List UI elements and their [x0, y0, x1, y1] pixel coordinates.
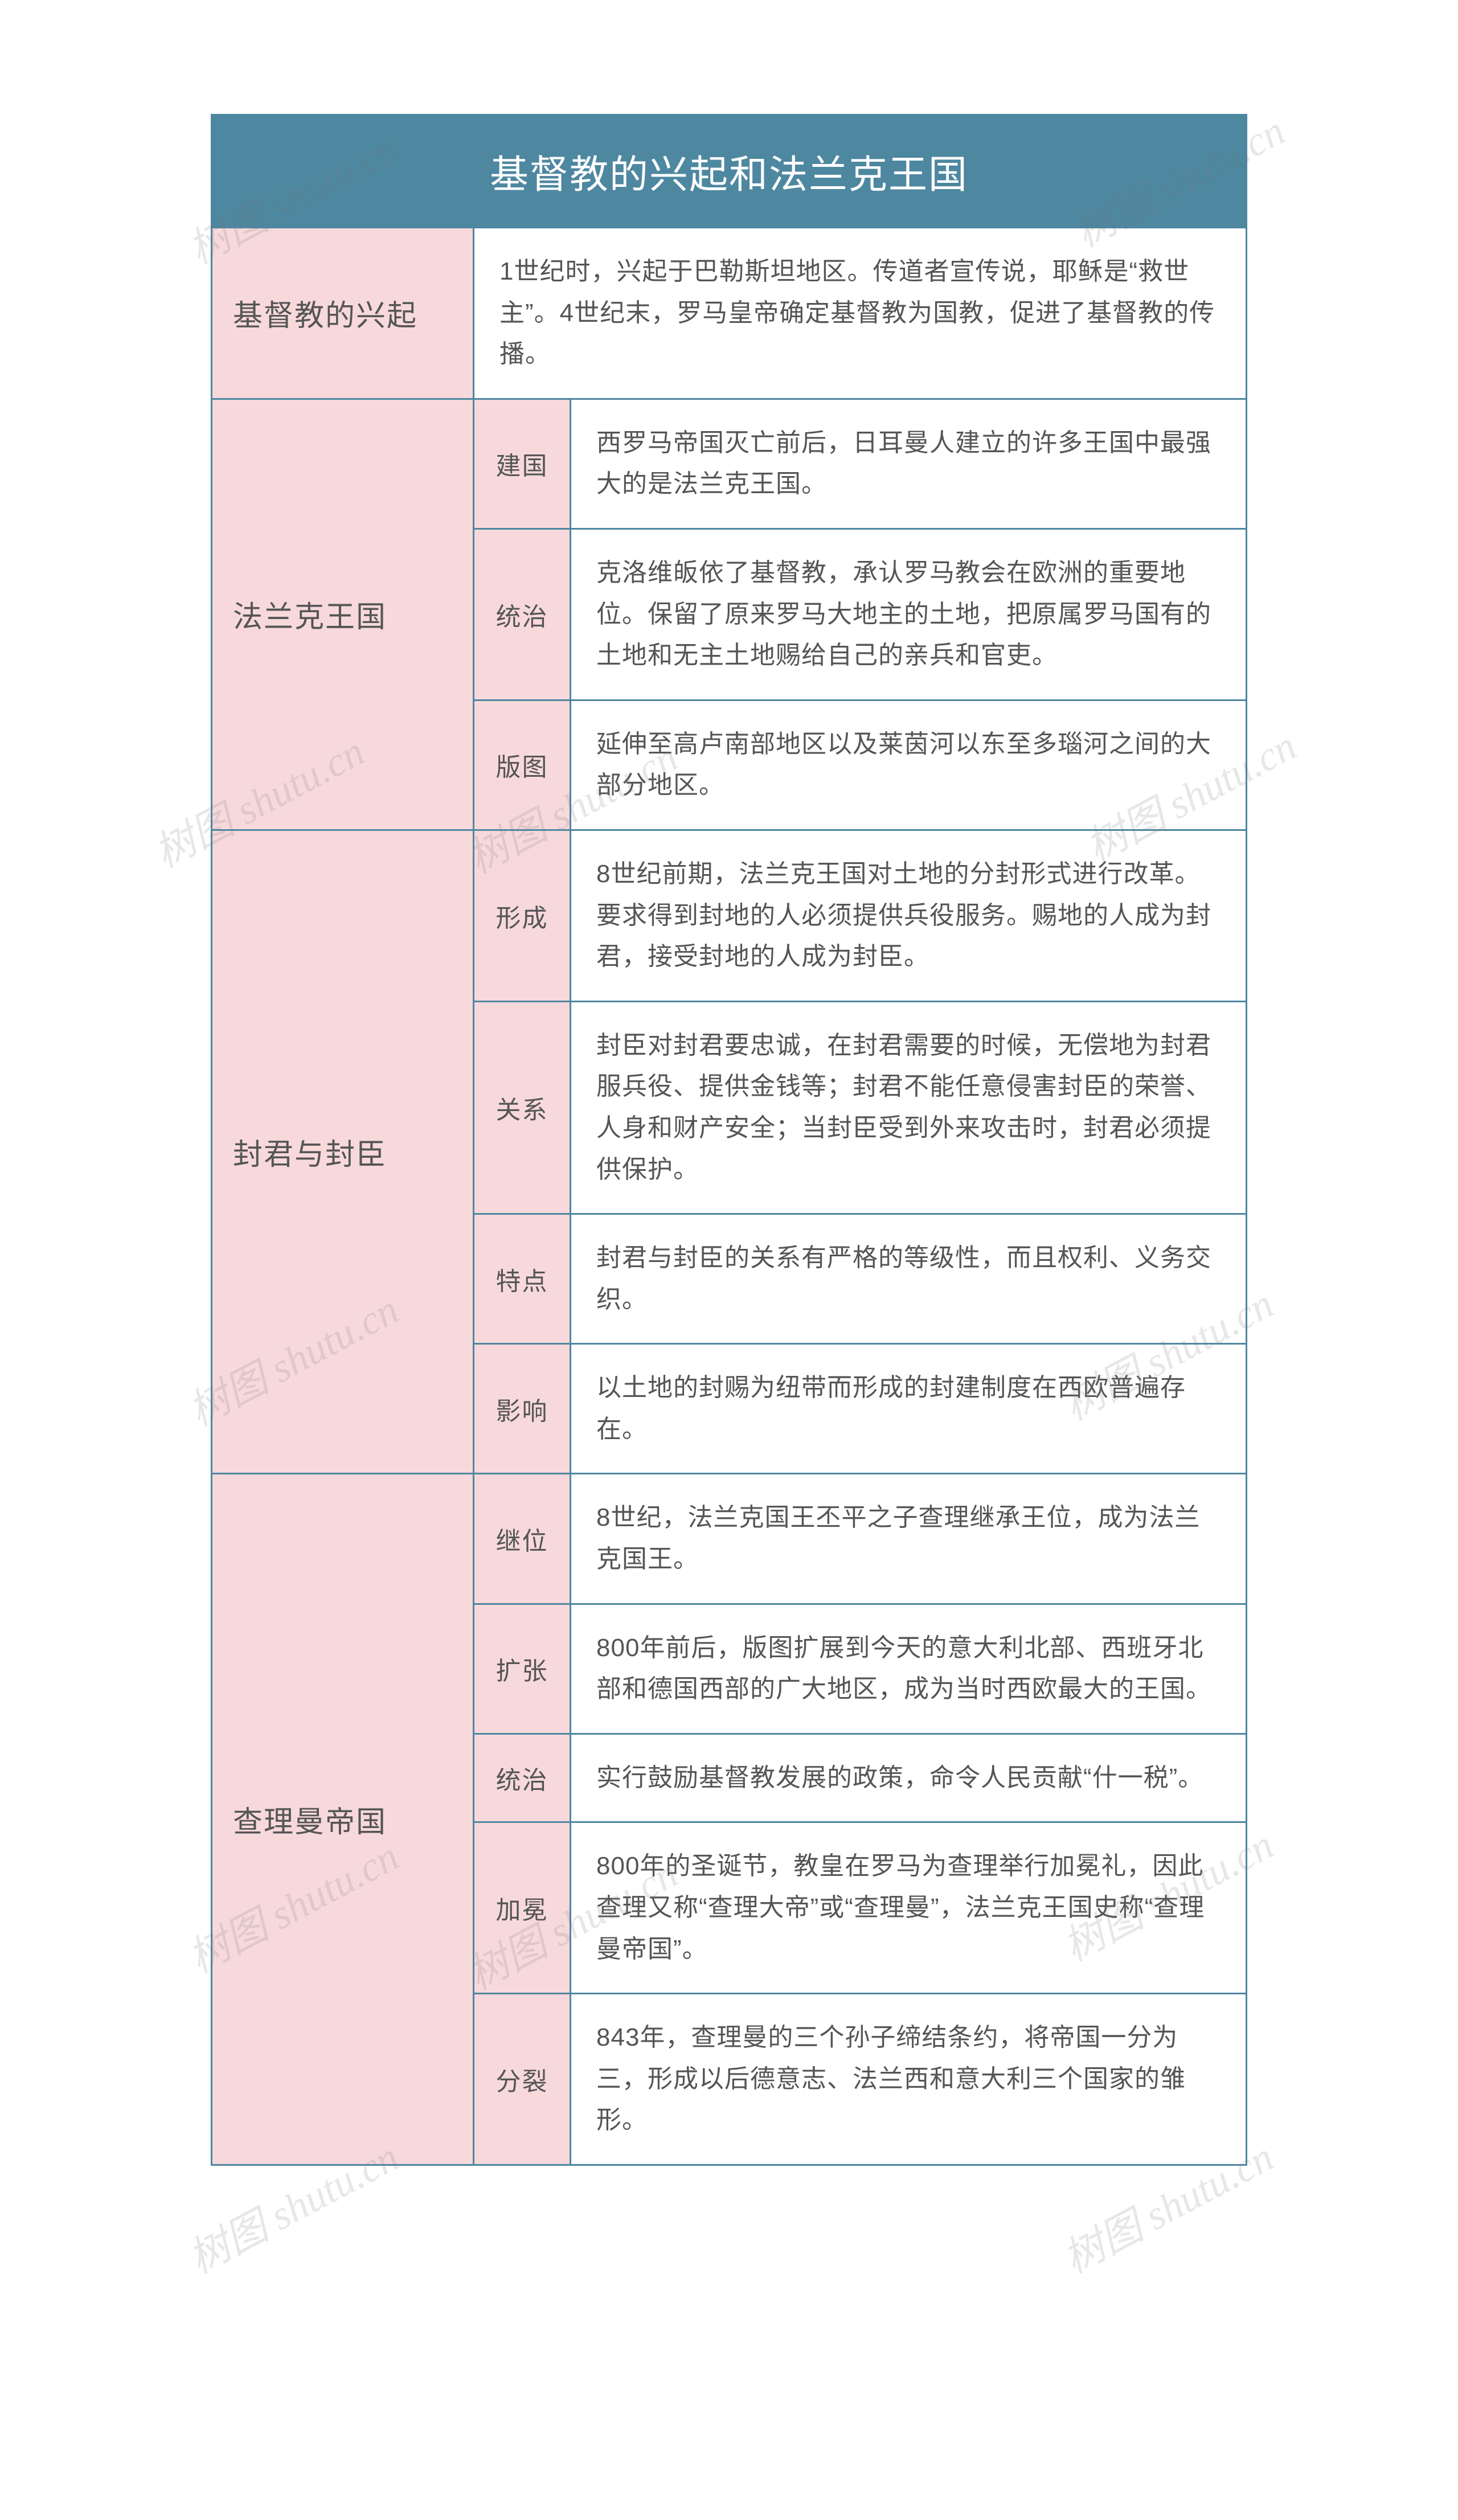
sub-label: 建国: [473, 400, 570, 530]
table-row: 版图 延伸至高卢南部地区以及莱茵河以东至多瑙河之间的大部分地区。: [473, 701, 1247, 831]
category-label: 查理曼帝国: [211, 1474, 473, 2166]
description-cell: 800年前后，版图扩展到今天的意大利北部、西班牙北部和德国西部的广大地区，成为当…: [570, 1605, 1247, 1735]
section-christianity: 基督教的兴起 1世纪时，兴起于巴勒斯坦地区。传道者宣传说，耶稣是“救世主”。4世…: [211, 228, 1247, 400]
sub-label: 统治: [473, 1735, 570, 1824]
sub-label: 特点: [473, 1215, 570, 1345]
sub-label: 版图: [473, 701, 570, 831]
table-row: 加冕 800年的圣诞节，教皇在罗马为查理举行加冕礼，因此查理又称“查理大帝”或“…: [473, 1823, 1247, 1994]
table-row: 1世纪时，兴起于巴勒斯坦地区。传道者宣传说，耶稣是“救世主”。4世纪末，罗马皇帝…: [473, 228, 1247, 400]
table-row: 统治 克洛维皈依了基督教，承认罗马教会在欧洲的重要地位。保留了原来罗马大地主的土…: [473, 530, 1247, 701]
sub-label: 扩张: [473, 1605, 570, 1735]
category-label: 基督教的兴起: [211, 228, 473, 400]
table-row: 统治 实行鼓励基督教发展的政策，命令人民贡献“什一税”。: [473, 1735, 1247, 1824]
sub-label: 影响: [473, 1345, 570, 1474]
description-cell: 封君与封臣的关系有严格的等级性，而且权利、义务交织。: [570, 1215, 1247, 1345]
description-cell: 8世纪前期，法兰克王国对土地的分封形式进行改革。要求得到封地的人必须提供兵役服务…: [570, 831, 1247, 1002]
table-row: 特点 封君与封臣的关系有严格的等级性，而且权利、义务交织。: [473, 1215, 1247, 1345]
sub-label: 形成: [473, 831, 570, 1002]
table-title: 基督教的兴起和法兰克王国: [211, 114, 1247, 228]
description-cell: 延伸至高卢南部地区以及莱茵河以东至多瑙河之间的大部分地区。: [570, 701, 1247, 831]
sub-label: 关系: [473, 1002, 570, 1215]
category-label: 法兰克王国: [211, 400, 473, 831]
table-row: 影响 以土地的封赐为纽带而形成的封建制度在西欧普遍存在。: [473, 1345, 1247, 1474]
table-row: 形成 8世纪前期，法兰克王国对土地的分封形式进行改革。要求得到封地的人必须提供兵…: [473, 831, 1247, 1002]
description-cell: 843年，查理曼的三个孙子缔结条约，将帝国一分为三，形成以后德意志、法兰西和意大…: [570, 1994, 1247, 2166]
table-row: 分裂 843年，查理曼的三个孙子缔结条约，将帝国一分为三，形成以后德意志、法兰西…: [473, 1994, 1247, 2166]
description-cell: 实行鼓励基督教发展的政策，命令人民贡献“什一税”。: [570, 1735, 1247, 1824]
table-row: 建国 西罗马帝国灭亡前后，日耳曼人建立的许多王国中最强大的是法兰克王国。: [473, 400, 1247, 530]
description-cell: 西罗马帝国灭亡前后，日耳曼人建立的许多王国中最强大的是法兰克王国。: [570, 400, 1247, 530]
sub-label: 继位: [473, 1474, 570, 1604]
table-row: 关系 封臣对封君要忠诚，在封君需要的时候，无偿地为封君服兵役、提供金钱等；封君不…: [473, 1002, 1247, 1215]
table-row: 继位 8世纪，法兰克国王丕平之子查理继承王位，成为法兰克国王。: [473, 1474, 1247, 1604]
description-cell: 800年的圣诞节，教皇在罗马为查理举行加冕礼，因此查理又称“查理大帝”或“查理曼…: [570, 1823, 1247, 1994]
section-lord-vassal: 封君与封臣 形成 8世纪前期，法兰克王国对土地的分封形式进行改革。要求得到封地的…: [211, 831, 1247, 1475]
table-container: 基督教的兴起和法兰克王国 基督教的兴起 1世纪时，兴起于巴勒斯坦地区。传道者宣传…: [211, 114, 1247, 2166]
category-label: 封君与封臣: [211, 831, 473, 1475]
description-cell: 1世纪时，兴起于巴勒斯坦地区。传道者宣传说，耶稣是“救世主”。4世纪末，罗马皇帝…: [473, 228, 1247, 400]
description-cell: 克洛维皈依了基督教，承认罗马教会在欧洲的重要地位。保留了原来罗马大地主的土地，把…: [570, 530, 1247, 701]
section-charlemagne-empire: 查理曼帝国 继位 8世纪，法兰克国王丕平之子查理继承王位，成为法兰克国王。 扩张…: [211, 1474, 1247, 2166]
section-frankish-kingdom: 法兰克王国 建国 西罗马帝国灭亡前后，日耳曼人建立的许多王国中最强大的是法兰克王…: [211, 400, 1247, 831]
table-row: 扩张 800年前后，版图扩展到今天的意大利北部、西班牙北部和德国西部的广大地区，…: [473, 1605, 1247, 1735]
sub-label: 加冕: [473, 1823, 570, 1994]
description-cell: 封臣对封君要忠诚，在封君需要的时候，无偿地为封君服兵役、提供金钱等；封君不能任意…: [570, 1002, 1247, 1215]
sub-label: 统治: [473, 530, 570, 701]
sub-label: 分裂: [473, 1994, 570, 2166]
description-cell: 8世纪，法兰克国王丕平之子查理继承王位，成为法兰克国王。: [570, 1474, 1247, 1604]
description-cell: 以土地的封赐为纽带而形成的封建制度在西欧普遍存在。: [570, 1345, 1247, 1474]
